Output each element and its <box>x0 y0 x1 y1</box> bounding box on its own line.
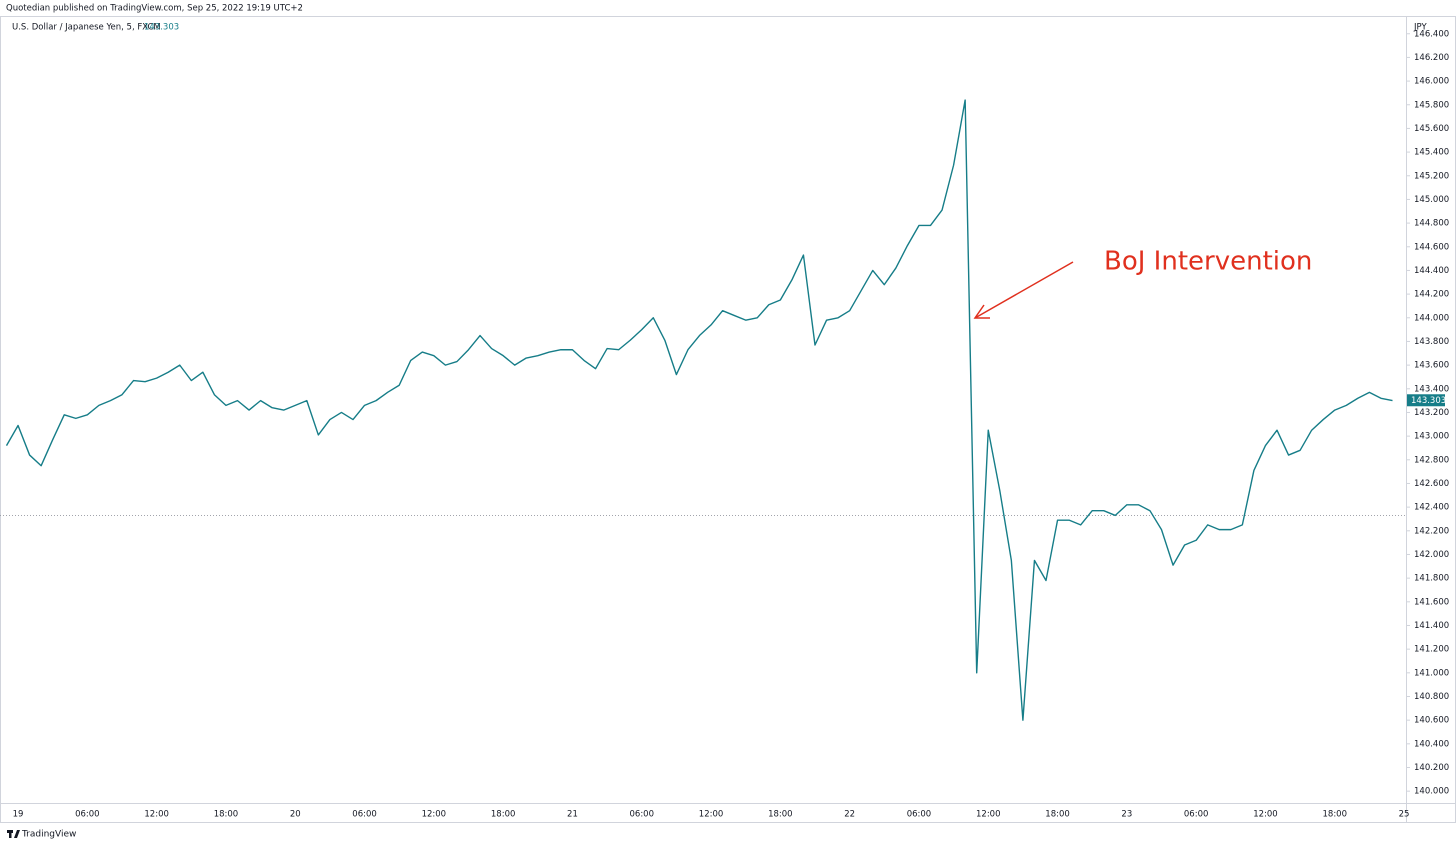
y-tick-label: 145.200 <box>1414 171 1449 181</box>
x-tick-label: 20 <box>290 810 301 820</box>
x-tick-label: 06:00 <box>75 810 100 820</box>
price-line <box>5 99 1393 721</box>
y-tick-label: 142.000 <box>1414 550 1449 560</box>
y-tick-label: 144.400 <box>1414 266 1449 276</box>
x-tick-label: 19 <box>13 810 24 820</box>
x-tick-label: 12:00 <box>699 810 724 820</box>
annotation-arrowhead <box>973 304 990 319</box>
y-tick-label: 144.600 <box>1414 242 1449 252</box>
y-tick-label: 142.200 <box>1414 526 1449 536</box>
x-tick-label: 12:00 <box>422 810 447 820</box>
last-value-label: 143.303 <box>1411 396 1446 406</box>
x-tick-label: 06:00 <box>907 810 932 820</box>
x-tick-label: 23 <box>1121 810 1132 820</box>
x-tick-label: 18:00 <box>214 810 239 820</box>
y-tick-label: 143.800 <box>1414 337 1449 347</box>
x-tick-label: 22 <box>844 810 855 820</box>
y-tick-label: 142.800 <box>1414 455 1449 465</box>
y-tick-label: 146.400 <box>1414 29 1449 39</box>
y-tick-label: 145.600 <box>1414 124 1449 134</box>
x-tick-label: 25 <box>1399 810 1410 820</box>
publisher: Quotedian published on TradingView.com, … <box>6 4 303 14</box>
y-tick-label: 141.600 <box>1414 597 1449 607</box>
y-tick-label: 145.000 <box>1414 195 1449 205</box>
chart-title: U.S. Dollar / Japanese Yen, 5, FXCM <box>12 23 161 33</box>
y-tick-label: 146.200 <box>1414 53 1449 63</box>
y-tick-label: 145.800 <box>1414 100 1449 110</box>
y-tick-label: 146.000 <box>1414 77 1449 87</box>
plot: 140.000 140.200 140.400 140.600 140.800 141.0… <box>0 29 1449 820</box>
y-tick-label: 140.000 <box>1414 787 1449 797</box>
y-tick-label: 141.800 <box>1414 574 1449 584</box>
x-tick-label: 18:00 <box>768 810 793 820</box>
y-tick-label: 142.600 <box>1414 479 1449 489</box>
brand: TradingView <box>21 830 76 840</box>
x-tick-label: 06:00 <box>1184 810 1209 820</box>
x-tick-label: 18:00 <box>1323 810 1348 820</box>
x-tick-label: 18:00 <box>491 810 516 820</box>
currency: JPY <box>1413 23 1427 33</box>
x-tick-label: 21 <box>567 810 578 820</box>
x-tick-label: 12:00 <box>1253 810 1278 820</box>
y-tick-label: 144.000 <box>1414 313 1449 323</box>
y-tick-label: 143.200 <box>1414 408 1449 418</box>
x-tick-label: 06:00 <box>352 810 377 820</box>
x-tick-label: 12:00 <box>976 810 1001 820</box>
y-tick-label: 144.800 <box>1414 219 1449 229</box>
y-tick-label: 140.600 <box>1414 716 1449 726</box>
last-value-badge <box>1407 394 1445 407</box>
y-tick-label: 143.400 <box>1414 384 1449 394</box>
y-tick-label: 145.400 <box>1414 148 1449 158</box>
y-tick-label: 141.000 <box>1414 668 1449 678</box>
y-tick-label: 140.800 <box>1414 692 1449 702</box>
y-tick-label: 142.400 <box>1414 503 1449 513</box>
y-tick-label: 141.400 <box>1414 621 1449 631</box>
y-tick-label: 143.600 <box>1414 361 1449 371</box>
x-tick-label: 18:00 <box>1045 810 1070 820</box>
x-tick-label: 12:00 <box>144 810 169 820</box>
y-tick-label: 141.200 <box>1414 645 1449 655</box>
y-tick-label: 144.200 <box>1414 290 1449 300</box>
x-tick-label: 06:00 <box>630 810 655 820</box>
y-tick-label: 143.000 <box>1414 432 1449 442</box>
annotation-arrow <box>974 261 1074 319</box>
brand-logo <box>7 830 20 838</box>
y-tick-label: 140.200 <box>1414 763 1449 773</box>
header-last-value: 143.303 <box>144 23 179 33</box>
y-tick-label: 140.400 <box>1414 739 1449 749</box>
annotation: BoJ Intervention <box>1104 247 1312 277</box>
